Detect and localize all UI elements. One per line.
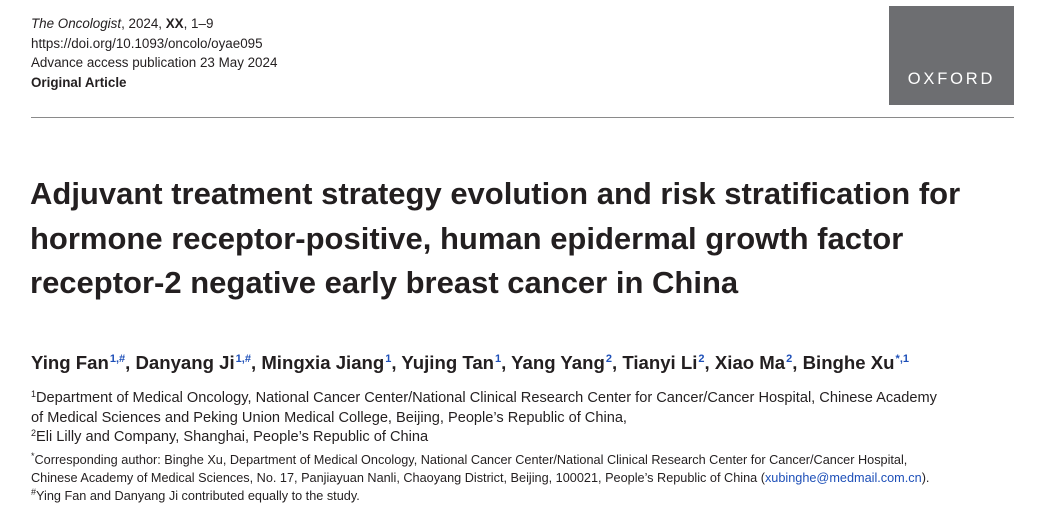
author-yujing-tan[interactable]: Yujing Tan1 (401, 352, 502, 373)
author-binghe-xu[interactable]: Binghe Xu*,1 (802, 352, 910, 373)
email-link[interactable]: xubinghe@medmail.com.cn (764, 471, 922, 486)
author-xiao-ma[interactable]: Xiao Ma2 (714, 352, 793, 373)
doi-link[interactable]: https://doi.org/10.1093/oncolo/oyae095 (31, 35, 263, 51)
author-affiliation-mark[interactable]: *,1 (895, 353, 910, 365)
author-affiliation-mark[interactable]: 2 (698, 353, 705, 365)
author-list: Ying Fan1,#, Danyang Ji1,#, Mingxia Jian… (31, 352, 910, 373)
publication-note: Advance access publication 23 May 2024 (31, 55, 278, 71)
author-affiliation-mark[interactable]: 1 (495, 353, 502, 365)
corresponding-author-note: *Corresponding author: Binghe Xu, Depart… (31, 451, 908, 468)
oxford-logo: OXFORD (889, 6, 1014, 105)
author-danyang-ji[interactable]: Danyang Ji1,# (135, 352, 251, 373)
author-tianyi-li[interactable]: Tianyi Li2 (622, 352, 705, 373)
pages: , 1–9 (183, 16, 214, 31)
author-affiliation-mark[interactable]: 1,# (235, 353, 251, 365)
author-affiliation-mark[interactable]: 2 (786, 353, 793, 365)
author-affiliation-mark[interactable]: 2 (605, 353, 612, 365)
journal-name: The Oncologist (31, 16, 122, 31)
volume: XX (165, 16, 184, 31)
affiliation-2: 2Eli Lilly and Company, Shanghai, People… (31, 428, 429, 446)
author-affiliation-mark[interactable]: 1,# (109, 353, 126, 365)
author-affiliation-mark[interactable]: 1 (385, 353, 392, 365)
equal-contribution-note: #Ying Fan and Danyang Ji contributed equ… (31, 487, 360, 504)
author-notes: *Corresponding author: Binghe Xu, Depart… (31, 451, 1031, 506)
author-yang-yang[interactable]: Yang Yang2 (511, 352, 612, 373)
author-ying-fan[interactable]: Ying Fan1,# (31, 352, 126, 373)
header-divider (31, 117, 1014, 118)
affiliation-1: 1Department of Medical Oncology, Nationa… (31, 389, 937, 407)
article-title: Adjuvant treatment strategy evolution an… (30, 176, 961, 300)
affiliation-1-cont: of Medical Sciences and Peking Union Med… (31, 409, 627, 426)
journal-header: The Oncologist, 2024, XX, 1–9 https://do… (31, 14, 277, 92)
author-mingxia-jiang[interactable]: Mingxia Jiang1 (261, 352, 392, 373)
year: , 2024, (121, 16, 166, 31)
citation-line: The Oncologist, 2024, XX, 1–9 (31, 14, 277, 34)
corresponding-author-address: Chinese Academy of Medical Sciences, No.… (31, 471, 930, 486)
affiliations: 1Department of Medical Oncology, Nationa… (31, 389, 1021, 448)
oxford-logo-text: OXFORD (907, 69, 996, 88)
article-type: Original Article (31, 74, 127, 90)
